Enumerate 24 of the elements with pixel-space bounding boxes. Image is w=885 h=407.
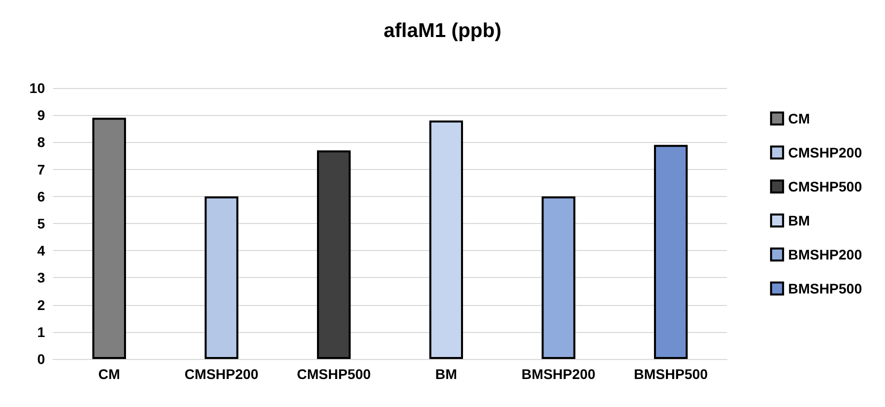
legend-label: CMSHP200 [788, 144, 862, 160]
y-tick-label: 9 [37, 107, 46, 124]
y-tick-label: 7 [37, 161, 46, 178]
x-tick-label: BMSHP200 [522, 366, 596, 382]
chart-title: aflaM1 (ppb) [384, 20, 502, 42]
y-tick-label: 4 [37, 242, 46, 259]
legend-label: CM [788, 110, 810, 126]
legend-label: BMSHP500 [788, 280, 862, 296]
legend-label: BM [788, 212, 810, 228]
x-tick-label: CMSHP200 [184, 366, 259, 382]
y-tick-label: 10 [29, 80, 46, 96]
y-tick-label: 1 [37, 324, 46, 340]
legend-label: CMSHP500 [788, 178, 862, 194]
legend-label: BMSHP200 [788, 246, 862, 262]
y-tick-label: 2 [37, 296, 46, 313]
x-tick-label: BM [435, 366, 458, 382]
y-tick-label: 5 [37, 216, 46, 232]
y-tick-label: 6 [37, 188, 46, 204]
x-tick-label: CMSHP500 [296, 366, 372, 382]
y-tick-label: 0 [37, 351, 46, 367]
y-tick-label: 8 [37, 134, 46, 150]
y-tick-label: 3 [37, 270, 46, 286]
x-tick-label: BMSHP500 [634, 366, 708, 382]
x-tick-label: CM [98, 366, 120, 382]
